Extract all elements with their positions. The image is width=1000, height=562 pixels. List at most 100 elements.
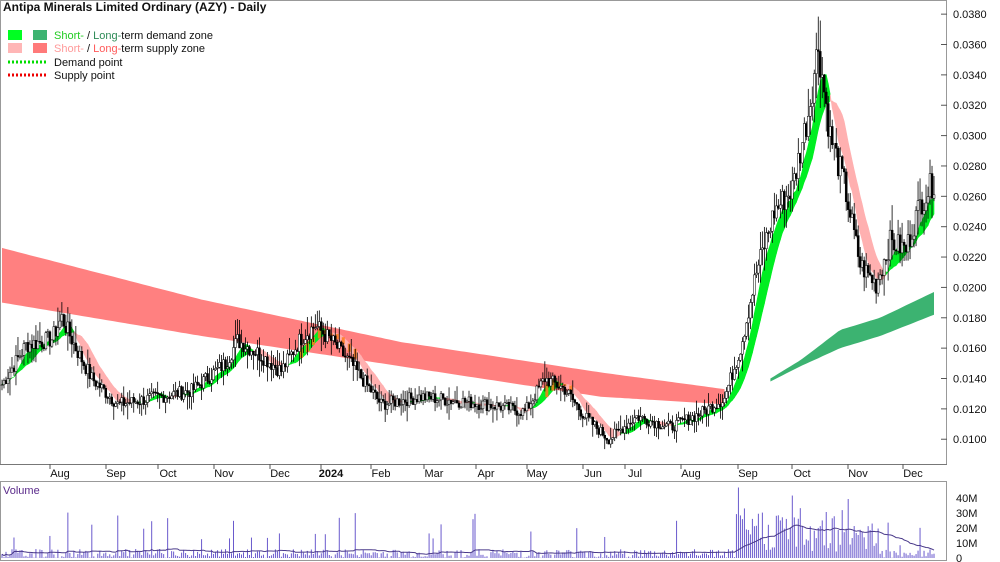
candle-body <box>44 332 48 350</box>
candle-body <box>411 398 415 405</box>
candle-body <box>346 355 349 358</box>
candle-body <box>96 382 100 387</box>
candle-body <box>340 341 343 347</box>
candle-body <box>916 200 920 211</box>
candle-body <box>803 123 806 144</box>
y-tick-label: 0.0320 <box>953 100 987 112</box>
candles-layer <box>0 16 936 450</box>
candle-body <box>326 329 329 342</box>
candle-body <box>423 393 427 401</box>
candle-body <box>88 364 92 379</box>
candle-body <box>689 420 692 425</box>
candle-body <box>499 406 503 411</box>
short-term-zone-segment <box>11 376 15 379</box>
candle-body <box>419 394 423 401</box>
price-panel-frame <box>0 0 947 465</box>
candle-body <box>64 325 68 333</box>
candle-body <box>741 341 744 355</box>
candle-body <box>224 359 227 369</box>
candle-body <box>886 259 890 262</box>
candle-body <box>801 142 804 164</box>
candle-body <box>357 369 361 371</box>
candle-body <box>495 402 499 410</box>
candle-body <box>328 329 331 337</box>
candle-body <box>912 235 916 240</box>
candle-body <box>202 376 205 389</box>
candle-body <box>447 399 451 405</box>
candle-body <box>525 402 529 412</box>
candle-body <box>471 403 475 409</box>
legend-demand-mid: / <box>84 30 93 42</box>
candle-body <box>425 391 429 401</box>
candle-body <box>807 116 810 137</box>
candle-body <box>469 396 473 409</box>
candle-body <box>230 359 233 363</box>
candle-body <box>178 386 181 397</box>
candle-body <box>455 400 459 404</box>
candle-body <box>751 294 754 303</box>
candle-body <box>888 229 892 261</box>
candle-body <box>866 265 870 274</box>
y-tick-label: 0.0120 <box>953 404 987 416</box>
candle-body <box>838 156 842 177</box>
candle-body <box>479 408 483 410</box>
x-tick-label: Apr <box>477 468 494 480</box>
x-tick-label: Mar <box>425 468 444 480</box>
candle-body <box>918 199 922 201</box>
candle-body <box>268 363 271 368</box>
candle-body <box>389 395 393 404</box>
candle-body <box>567 389 571 394</box>
candle-body <box>385 404 389 410</box>
candle-body <box>475 404 479 407</box>
candle-body <box>627 422 630 429</box>
legend-demand-rest: term demand zone <box>121 30 213 42</box>
candle-body <box>860 260 864 268</box>
candle-body <box>118 401 121 404</box>
candle-body <box>789 195 792 200</box>
candle-body <box>76 350 80 358</box>
candle-body <box>615 428 618 431</box>
candle-body <box>485 399 489 411</box>
candle-body <box>180 386 183 400</box>
candle-body <box>511 402 515 406</box>
candle-body <box>192 383 195 390</box>
x-tick-label: Jul <box>628 468 642 480</box>
candle-body <box>314 327 317 329</box>
candle-body <box>383 400 387 410</box>
candle-body <box>162 395 165 403</box>
candle-body <box>477 404 481 410</box>
candle-body <box>98 382 102 389</box>
y-tick-label: 0.0260 <box>953 191 987 203</box>
candle-body <box>28 343 32 353</box>
candle-body <box>876 279 880 294</box>
candle-body <box>701 406 704 417</box>
candle-body <box>148 393 151 396</box>
candle-body <box>240 342 243 349</box>
candle-body <box>30 343 34 349</box>
candle-body <box>653 421 656 429</box>
x-tick-label: Nov <box>848 468 868 480</box>
candle-body <box>160 394 163 397</box>
candle-body <box>296 349 299 352</box>
candle-body <box>643 416 646 420</box>
candle-body <box>541 378 545 382</box>
candle-body <box>54 326 58 337</box>
candle-body <box>483 399 487 402</box>
y-tick-label: 0.0340 <box>953 70 987 82</box>
candle-body <box>657 421 660 429</box>
candle-body <box>765 232 768 249</box>
candle-body <box>236 334 239 339</box>
candle-body <box>26 342 30 353</box>
candle-body <box>134 401 137 404</box>
candle-body <box>593 421 596 425</box>
candle-body <box>641 416 644 418</box>
candle-body <box>8 372 12 379</box>
candle-body <box>308 335 311 340</box>
volume-tick-label: 0 <box>956 553 962 562</box>
candle-body <box>282 363 285 372</box>
candle-body <box>884 259 888 261</box>
candle-body <box>186 390 189 393</box>
candle-body <box>449 399 453 404</box>
candle-body <box>777 205 780 209</box>
candle-body <box>647 424 650 427</box>
